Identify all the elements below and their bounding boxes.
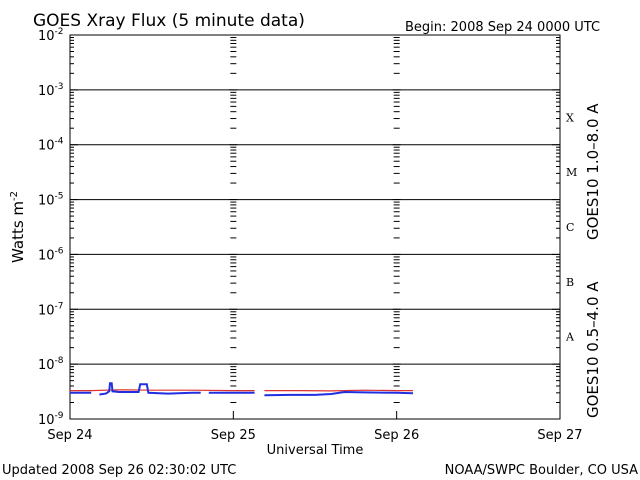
- chart-title: GOES Xray Flux (5 minute data): [33, 11, 305, 31]
- y-tick-base: 10: [38, 84, 55, 99]
- begin-label: Begin: 2008 Sep 24 0000 UTC: [405, 20, 600, 35]
- y-tick-base: 10: [38, 303, 55, 318]
- y-tick-base: 10: [38, 139, 55, 154]
- credit-label: NOAA/SWPC Boulder, CO USA: [445, 463, 638, 478]
- plot-frame: [69, 34, 561, 420]
- y-tick-label: 10-4: [38, 137, 64, 154]
- legend-series-1: GOES10 1.0–8.0 A: [584, 103, 602, 240]
- flare-class-labels: X M C B A: [565, 111, 577, 343]
- y-tick-label: 10-8: [38, 356, 64, 373]
- y-tick-label: 10-2: [38, 27, 64, 44]
- y-tick-base: 10: [38, 413, 55, 428]
- x-tick-label: Sep 24: [47, 428, 92, 443]
- y-tick-label: 10-3: [38, 82, 64, 99]
- y-tick-label: 10-7: [38, 301, 64, 318]
- legend-series-2: GOES10 0.5–4.0 A: [584, 281, 602, 418]
- y-tick-exponent: -3: [55, 82, 64, 92]
- series-lines: [70, 382, 414, 397]
- series-line-2: [264, 390, 414, 397]
- grid-lines: [70, 89, 560, 365]
- y-tick-base: 10: [38, 194, 55, 209]
- series-line-2: [99, 382, 201, 396]
- y-tick-exponent: -5: [55, 192, 64, 202]
- y-tick-label: 10-6: [38, 246, 64, 263]
- y-tick-exponent: -4: [55, 137, 64, 147]
- updated-timestamp: Updated 2008 Sep 26 02:30:02 UTC: [2, 463, 236, 478]
- flare-class-label: M: [566, 166, 577, 179]
- y-tick-label: 10-9: [38, 411, 64, 428]
- y-tick-label: 10-5: [38, 192, 64, 209]
- flare-class-label: B: [566, 276, 574, 289]
- y-axis-ticks: 10-210-310-410-510-610-710-810-9: [38, 27, 560, 428]
- y-tick-exponent: -6: [55, 246, 64, 256]
- y-tick-base: 10: [38, 29, 55, 44]
- flare-class-label: A: [565, 331, 575, 344]
- series-line-1: [70, 389, 255, 392]
- x-tick-label: Sep 25: [211, 428, 256, 443]
- flare-class-label: C: [566, 221, 574, 234]
- y-tick-exponent: -7: [55, 301, 64, 311]
- y-tick-base: 10: [38, 358, 55, 373]
- y-tick-base: 10: [38, 248, 55, 263]
- x-axis-label: Universal Time: [267, 443, 364, 458]
- y-axis-label-text: Watts m: [9, 201, 27, 263]
- flare-class-label: X: [566, 111, 574, 124]
- x-tick-label: Sep 26: [374, 428, 419, 443]
- x-axis-labels: Sep 24 Sep 25 Sep 26 Sep 27: [47, 411, 583, 443]
- y-axis-label-exponent: -2: [9, 191, 20, 201]
- series-line-1: [264, 389, 413, 392]
- day-minor-ticks: [229, 37, 401, 420]
- y-tick-exponent: -9: [55, 411, 64, 421]
- y-axis-label: Watts m-2: [9, 191, 27, 263]
- x-tick-label: Sep 27: [537, 428, 582, 443]
- y-tick-exponent: -2: [55, 27, 64, 37]
- y-tick-exponent: -8: [55, 356, 64, 366]
